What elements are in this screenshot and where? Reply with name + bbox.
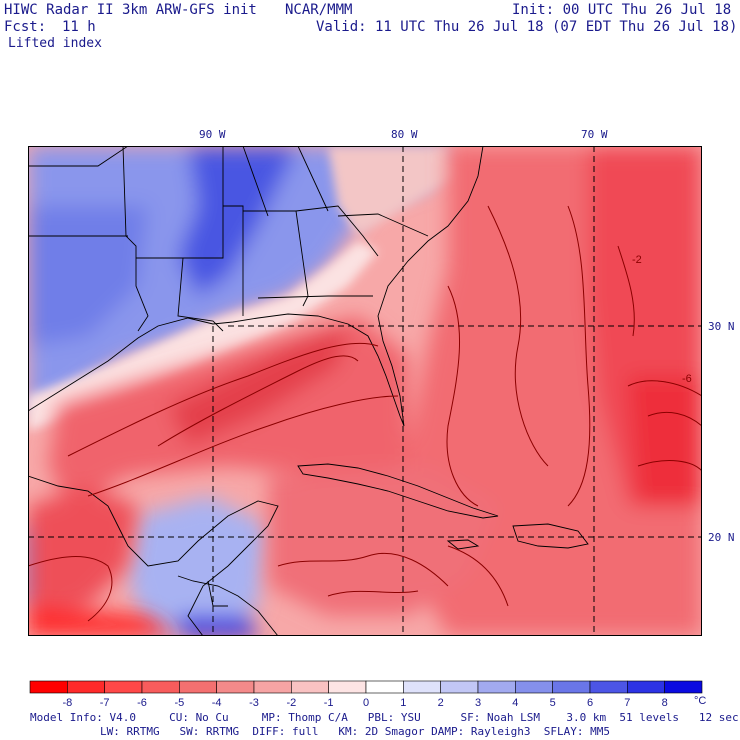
colorbar-swatches — [29, 680, 703, 694]
colorbar-tick-label: 7 — [624, 697, 630, 709]
colorbar-tick-label: 0 — [363, 697, 369, 709]
colorbar-tick-label: -8 — [62, 697, 72, 709]
colorbar-swatch — [253, 680, 292, 694]
lon-label-80w: 80 W — [391, 128, 418, 141]
colorbar-swatch — [515, 680, 553, 694]
colorbar-tick-label: 5 — [550, 697, 556, 709]
colorbar-tick-label: 2 — [438, 697, 444, 709]
valid-time: Valid: 11 UTC Thu 26 Jul 18 (07 EDT Thu … — [316, 19, 738, 35]
lat-label-20n: 20 N — [708, 531, 735, 544]
colorbar-tick-label: -6 — [137, 697, 147, 709]
colorbar-swatch — [104, 680, 143, 694]
colorbar-swatch — [403, 680, 441, 694]
title-left: HIWC Radar II 3km ARW-GFS init — [4, 2, 257, 18]
colorbar-tick-label: -5 — [174, 697, 184, 709]
forecast-hour: 11 h — [62, 19, 96, 35]
map-frame — [28, 146, 702, 636]
unstable-region — [28, 146, 702, 636]
colorbar-swatch — [216, 680, 255, 694]
colorbar-swatch — [328, 680, 367, 694]
colorbar-swatch — [29, 680, 68, 694]
colorbar-tick-label: 8 — [662, 697, 668, 709]
colorbar-swatch — [440, 680, 479, 694]
colorbar-tick-label: -1 — [324, 697, 334, 709]
lat-label-30n: 30 N — [708, 320, 735, 333]
colorbar-swatch — [179, 680, 217, 694]
colorbar-tick-label: 4 — [512, 697, 518, 709]
political-boundaries — [28, 146, 589, 636]
colorbar-swatch — [141, 680, 180, 694]
contour-label-minus2: -2 — [632, 254, 642, 266]
colorbar-tick-label: -7 — [100, 697, 110, 709]
colorbar-tick-label: 3 — [475, 697, 481, 709]
colorbar: -8 -7 -6 -5 -4 -3 -2 -1 0 1 2 3 4 5 6 7 8 °C — [29, 680, 706, 709]
colorbar-swatch — [552, 680, 591, 694]
model-info-line2: LW: RRTMG SW: RRTMG DIFF: full KM: 2D Sm… — [100, 725, 610, 738]
transition-band — [28, 146, 458, 431]
field-name: Lifted index — [8, 36, 102, 51]
colorbar-tick-label: -2 — [286, 697, 296, 709]
colorbar-labels: -8 -7 -6 -5 -4 -3 -2 -1 0 1 2 3 4 5 6 7 8 — [62, 697, 667, 709]
colorbar-swatch — [365, 680, 404, 694]
colorbar-swatch — [67, 680, 105, 694]
colorbar-tick-label: -4 — [212, 697, 222, 709]
graticule — [28, 146, 702, 636]
colorbar-swatch — [664, 680, 703, 694]
colorbar-tick-label: -3 — [249, 697, 259, 709]
model-info-line1: Model Info: V4.0 CU: No Cu MP: Thomp C/A… — [30, 711, 739, 724]
li-contours — [28, 205, 702, 622]
forecast-label: Fcst: — [4, 19, 47, 35]
colorbar-swatch — [291, 680, 329, 694]
init-time: Init: 00 UTC Thu 26 Jul 18 — [512, 2, 732, 18]
colorbar-swatch — [477, 680, 516, 694]
lon-label-90w: 90 W — [199, 128, 226, 141]
colorbar-swatch — [589, 680, 628, 694]
colorbar-unit: °C — [694, 695, 706, 707]
lifted-index-map: -2 -6 — [28, 146, 702, 636]
colorbar-tick-label: 6 — [587, 697, 593, 709]
agency-label: NCAR/MMM — [285, 2, 353, 18]
contour-label-minus6: -6 — [682, 373, 692, 385]
colorbar-tick-label: 1 — [400, 697, 406, 709]
lon-label-70w: 70 W — [581, 128, 608, 141]
colorbar-swatch — [627, 680, 665, 694]
